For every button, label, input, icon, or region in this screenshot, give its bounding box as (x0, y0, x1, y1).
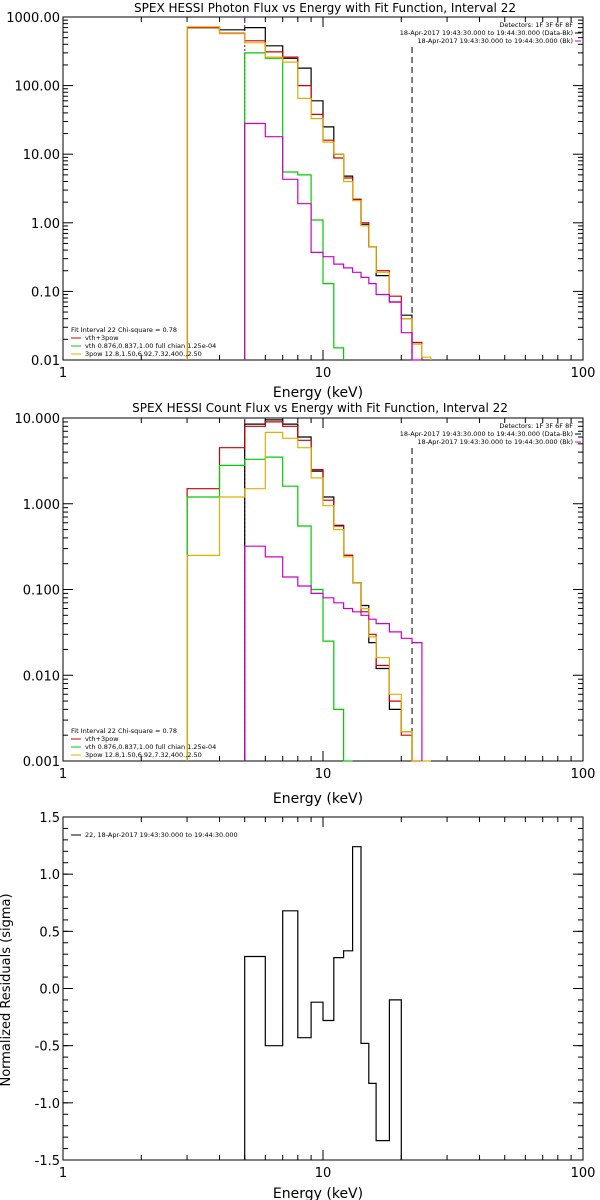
y-tick-label: -1.5 (35, 1154, 60, 1169)
count-flux-xlabel: Energy (keV) (273, 791, 363, 807)
plot-frame (62, 816, 584, 1161)
residuals-ylabel: Normalized Residuals (sigma) (0, 893, 14, 1086)
residuals-xlabel: Energy (keV) (273, 1186, 363, 1200)
y-tick-label: 0.001 (23, 755, 60, 770)
legend-entry: vth+3pow (85, 735, 119, 743)
y-tick-label: -1.0 (35, 1097, 60, 1112)
series-background-line (244, 122, 422, 361)
x-tick-label: 10 (315, 1166, 332, 1181)
series-nonthermal-line (186, 26, 432, 360)
photon-flux-xlabel: Energy (keV) (273, 385, 363, 401)
detector-header-text: Detectors: 1F 3F 6F 8F (499, 21, 573, 29)
x-tick-label: 1 (59, 366, 67, 381)
y-tick-label: 0.01 (31, 354, 60, 369)
count-flux-panel: SPEX HESSI Count Flux vs Energy with Fit… (15, 401, 596, 807)
y-tick-label: 1.00 (31, 217, 60, 232)
series-thermal-line (186, 456, 353, 762)
x-tick-label: 10 (315, 767, 332, 782)
legend-entry: 3pow 12.8,1.50,6.92,7.32,400.,2.50 (85, 751, 202, 759)
y-tick-label: 0.10 (31, 285, 60, 300)
x-tick-label: 10 (315, 366, 332, 381)
series-data-line (186, 27, 413, 360)
legend-entry: vth 0.876,0.837,1.00 full chian 1.25e-04 (85, 342, 216, 350)
x-tick-label: 100 (571, 1166, 596, 1181)
series-data-line (244, 419, 413, 761)
series-background-line (244, 545, 423, 761)
legend-entry: vth 0.876,0.837,1.00 full chian 1.25e-04 (85, 743, 216, 751)
y-tick-label: 10.000 (15, 412, 61, 427)
y-tick-label: 0.100 (23, 584, 60, 599)
residuals-panel: Energy (keV) Normalized Residuals (sigma… (0, 811, 595, 1200)
legend-entry: 22, 18-Apr-2017 19:43:30.000 to 19:44:30… (85, 831, 238, 839)
legend-entry: 3pow 12.8,1.50,6.92,7.32,400.,2.50 (85, 350, 202, 358)
plot-frame (62, 16, 584, 361)
y-tick-label: 10.00 (23, 148, 60, 163)
legend-entry: Fit Interval 22 Chi-square = 0.78 (71, 727, 177, 735)
legend-entry: Fit Interval 22 Chi-square = 0.78 (71, 326, 177, 334)
x-tick-label: 100 (571, 366, 596, 381)
y-tick-label: 0.010 (23, 669, 60, 684)
y-tick-label: -0.5 (35, 1040, 60, 1055)
y-tick-label: 1.000 (23, 498, 60, 513)
detector-header-text: 18-Apr-2017 19:43:30.000 to 19:44:30.000… (417, 37, 573, 45)
x-tick-label: 1 (59, 1166, 67, 1181)
legend-entry: vth+3pow (85, 334, 119, 342)
photon-flux-panel: SPEX HESSI Photon Flux vs Energy with Fi… (6, 1, 595, 401)
detector-header-text: 18-Apr-2017 19:43:30.000 to 19:44:30.000… (417, 438, 573, 446)
x-tick-label: 100 (571, 767, 596, 782)
series-thermal-line (244, 52, 345, 360)
y-tick-label: 0.0 (39, 983, 60, 998)
series-total-line (186, 421, 422, 762)
series-total-line (186, 27, 423, 360)
y-tick-label: 1000.00 (6, 11, 60, 26)
y-tick-label: 1.0 (39, 868, 60, 883)
y-tick-label: 0.5 (39, 925, 60, 940)
series-residuals-line (244, 846, 402, 1160)
detector-header-text: 18-Apr-2017 19:43:30.000 to 19:44:30.000… (400, 29, 573, 37)
series-nonthermal-line (186, 431, 431, 762)
detector-header-text: Detectors: 1F 3F 6F 8F (499, 422, 573, 430)
y-tick-label: 1.5 (39, 811, 60, 826)
y-tick-label: 100.00 (15, 80, 61, 95)
x-tick-label: 1 (59, 767, 67, 782)
detector-header-text: 18-Apr-2017 19:43:30.000 to 19:44:30.000… (400, 430, 573, 438)
photon-flux-title: SPEX HESSI Photon Flux vs Energy with Fi… (134, 1, 516, 15)
count-flux-title: SPEX HESSI Count Flux vs Energy with Fit… (132, 401, 508, 415)
